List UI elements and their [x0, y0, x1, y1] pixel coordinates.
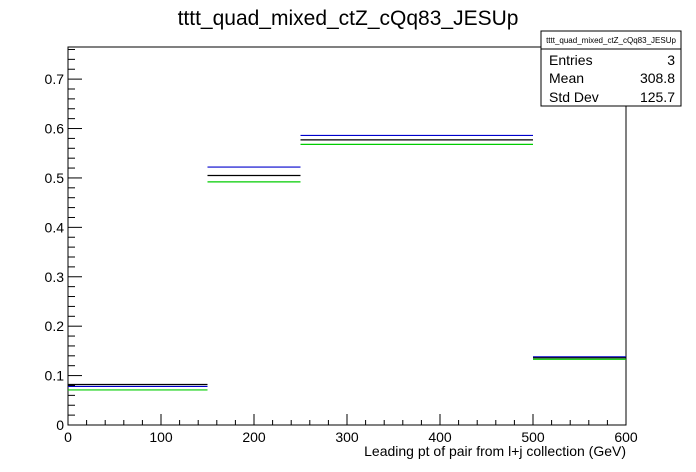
stats-mean-label: Mean: [549, 70, 584, 86]
stats-stddev-value: 125.7: [640, 89, 675, 105]
y-tick-label-7: 0.7: [45, 71, 65, 87]
x-axis-label: Leading pt of pair from l+j collection (…: [364, 443, 626, 459]
x-tick-label-5: 500: [521, 429, 545, 445]
y-tick-label-1: 0.1: [45, 368, 65, 384]
y-tick-label-5: 0.5: [45, 170, 65, 186]
stats-mean-value: 308.8: [640, 70, 675, 86]
x-tick-label-2: 200: [242, 429, 266, 445]
y-tick-label-3: 0.3: [45, 269, 65, 285]
series-1: [68, 139, 626, 386]
stats-entries-label: Entries: [549, 52, 593, 68]
x-tick-label-4: 400: [428, 429, 452, 445]
chart-title: tttt_quad_mixed_ctZ_cQq83_JESUp: [178, 7, 519, 30]
stats-box-frame: [540, 30, 682, 107]
stats-stddev-label: Std Dev: [549, 89, 599, 105]
x-tick-label-6: 600: [614, 429, 638, 445]
series-2: [68, 143, 626, 391]
series-0: [68, 134, 626, 388]
y-tick-label-6: 0.6: [45, 121, 65, 137]
x-tick-label-0: 0: [64, 429, 72, 445]
y-tick-label-4: 0.4: [45, 219, 65, 235]
y-tick-label-0: 0: [56, 417, 64, 433]
stats-entries-value: 3: [667, 52, 675, 68]
x-tick-label-1: 100: [149, 429, 173, 445]
y-tick-label-2: 0.2: [45, 318, 65, 334]
stats-box-title: tttt_quad_mixed_ctZ_cQq83_JESUp: [546, 36, 676, 45]
stats-box: tttt_quad_mixed_ctZ_cQq83_JESUp Entries …: [540, 30, 682, 107]
x-tick-label-3: 300: [335, 429, 359, 445]
